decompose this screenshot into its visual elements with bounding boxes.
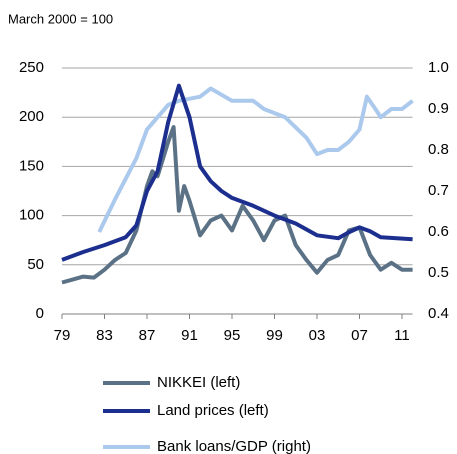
x-tick-label: 87	[139, 327, 156, 344]
y-tick-label: 150	[19, 157, 44, 174]
y-tick-label: 50	[27, 256, 44, 273]
y-tick-label: 250	[19, 59, 44, 76]
legend-label: NIKKEI (left)	[157, 374, 240, 391]
y-tick-label: 200	[19, 108, 44, 125]
y2-tick-label: 0.4	[428, 305, 449, 322]
y-tick-label: 100	[19, 207, 44, 224]
chart-title: March 2000 = 100	[8, 11, 113, 26]
x-tick-label: 95	[224, 327, 241, 344]
y-tick-label: 0	[36, 305, 44, 322]
y2-tick-label: 0.7	[428, 182, 449, 199]
x-tick-label: 91	[181, 327, 198, 344]
y2-tick-label: 0.5	[428, 264, 449, 281]
x-tick-label: 11	[394, 327, 410, 344]
x-tick-label: 83	[96, 327, 113, 344]
series-line	[97, 86, 414, 233]
x-tick-label: 07	[351, 327, 368, 344]
x-tick-label: 99	[266, 327, 283, 344]
legend-label: Land prices (left)	[157, 402, 269, 419]
x-tick-label: 03	[309, 327, 326, 344]
y2-tick-label: 1.0	[428, 59, 449, 76]
y2-tick-label: 0.9	[428, 100, 449, 117]
y2-tick-label: 0.8	[428, 141, 449, 158]
legend-label: Bank loans/GDP (right)	[157, 438, 311, 454]
x-tick-label: 79	[54, 327, 71, 344]
series-line	[61, 83, 413, 262]
y2-tick-label: 0.6	[428, 223, 449, 240]
